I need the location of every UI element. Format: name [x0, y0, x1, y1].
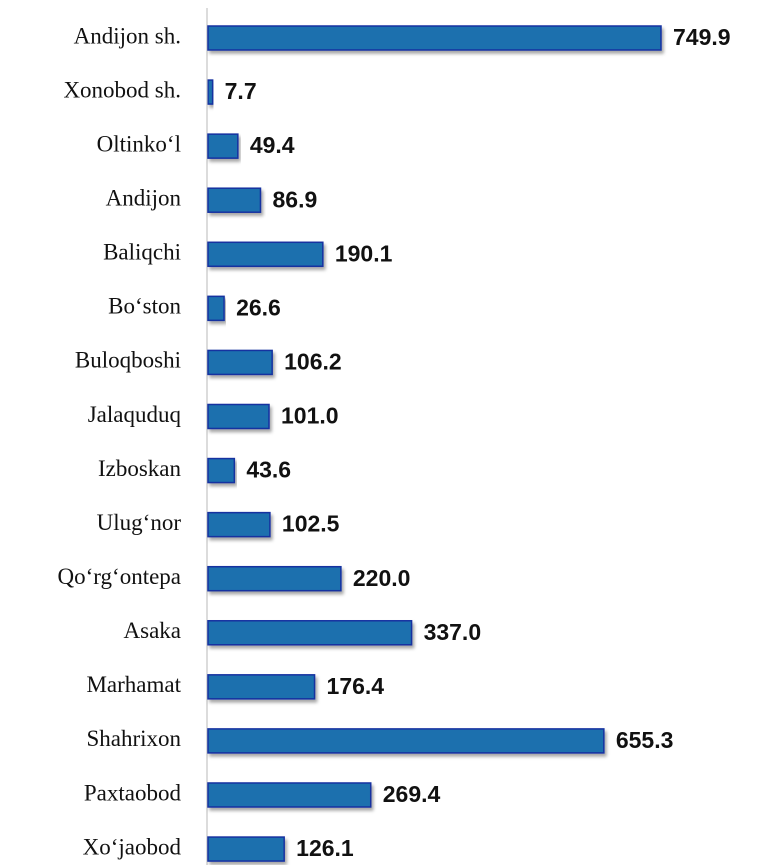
value-label: 269.4: [383, 781, 441, 807]
bar: [207, 349, 273, 376]
bar: [207, 79, 214, 105]
value-label: 86.9: [272, 186, 317, 212]
bar: [207, 241, 324, 268]
value-label: 7.7: [225, 78, 257, 104]
value-label: 655.3: [616, 727, 674, 753]
bar: [207, 295, 225, 322]
category-label: Xonobod sh.: [63, 77, 181, 102]
category-label: Shahrixon: [86, 726, 181, 751]
value-label: 43.6: [246, 457, 291, 483]
value-label: 190.1: [335, 240, 393, 266]
value-label: 337.0: [424, 619, 482, 645]
value-label: 102.5: [282, 511, 340, 537]
category-label: Paxtaobod: [84, 780, 182, 805]
category-label: Buloqboshi: [75, 348, 181, 373]
bar: [207, 133, 239, 159]
value-label: 26.6: [236, 294, 281, 320]
value-label: 49.4: [250, 132, 295, 158]
bar: [207, 187, 262, 213]
bar: [207, 511, 271, 538]
bar: [207, 565, 342, 592]
category-label: Andijon sh.: [74, 23, 181, 48]
value-label: 106.2: [284, 348, 342, 374]
value-label: 176.4: [327, 673, 385, 699]
bar: [207, 782, 372, 808]
category-label: Marhamat: [86, 672, 181, 697]
bar: [207, 674, 316, 700]
bar: [207, 836, 285, 862]
category-label: Jalaquduq: [88, 402, 182, 427]
bar: [207, 25, 662, 51]
category-label: Izboskan: [98, 456, 182, 481]
bar: [207, 728, 605, 754]
category-label: Oltinko‘l: [97, 131, 181, 156]
category-label: Andijon: [106, 185, 182, 210]
bar: [207, 620, 413, 646]
category-label: Baliqchi: [103, 240, 181, 265]
category-label: Xo‘jaobod: [83, 834, 182, 859]
category-label: Qo‘rg‘ontepa: [58, 564, 181, 589]
value-label: 101.0: [281, 403, 339, 429]
bar: [207, 403, 270, 430]
category-label: Bo‘ston: [108, 294, 181, 319]
category-label: Asaka: [124, 618, 181, 643]
bar: [207, 457, 236, 484]
value-label: 749.9: [673, 24, 731, 50]
value-label: 126.1: [296, 835, 354, 861]
value-label: 220.0: [353, 565, 411, 591]
category-label: Ulug‘nor: [97, 510, 182, 535]
